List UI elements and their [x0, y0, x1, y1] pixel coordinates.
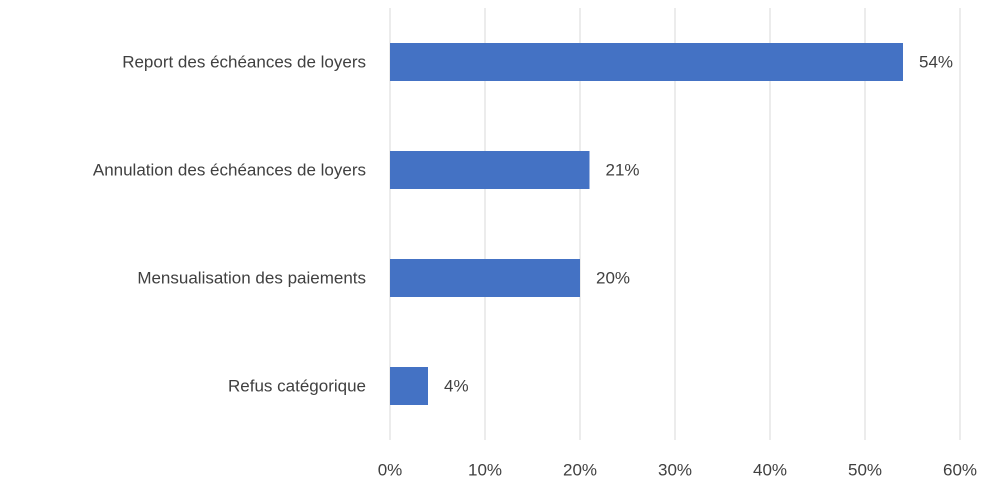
y-tick-label: Annulation des échéances de loyers: [93, 160, 366, 179]
x-tick-label: 40%: [753, 460, 787, 479]
data-label: 4%: [444, 376, 469, 395]
bar: [390, 151, 590, 189]
data-label: 54%: [919, 52, 953, 71]
data-label: 20%: [596, 268, 630, 287]
x-tick-label: 0%: [378, 460, 403, 479]
bar: [390, 259, 580, 297]
bar: [390, 43, 903, 81]
x-tick-label: 30%: [658, 460, 692, 479]
y-tick-label: Report des échéances de loyers: [122, 52, 366, 71]
x-tick-label: 50%: [848, 460, 882, 479]
x-tick-label: 60%: [943, 460, 977, 479]
x-tick-label: 10%: [468, 460, 502, 479]
y-tick-label: Refus catégorique: [228, 376, 366, 395]
data-label: 21%: [606, 160, 640, 179]
y-tick-label: Mensualisation des paiements: [137, 268, 366, 287]
bar: [390, 367, 428, 405]
x-tick-label: 20%: [563, 460, 597, 479]
